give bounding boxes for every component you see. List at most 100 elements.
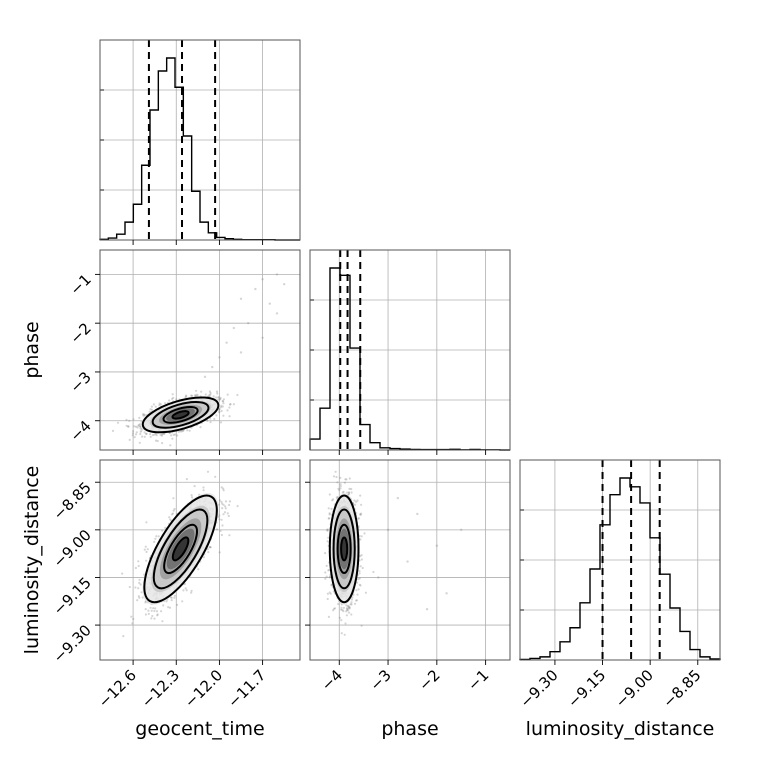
sample-point <box>215 396 218 399</box>
sample-point <box>159 433 162 437</box>
sample-point <box>339 483 342 486</box>
sample-point <box>169 518 172 521</box>
sample-point <box>337 602 340 606</box>
sample-point <box>357 517 361 520</box>
sample-point <box>386 528 390 532</box>
sample-point <box>364 591 367 594</box>
sample-point <box>151 434 154 437</box>
sample-point <box>228 503 231 507</box>
sample-point <box>164 526 167 530</box>
sample-point <box>217 396 220 399</box>
sample-point <box>160 434 164 437</box>
sample-point <box>133 436 136 439</box>
density-shade <box>172 537 189 561</box>
sample-point <box>188 429 191 432</box>
x-axis-label-geocent_time: geocent_time <box>135 718 264 740</box>
histogram-luminosity_distance <box>519 477 721 661</box>
sample-point <box>190 591 193 594</box>
sample-point <box>328 517 331 520</box>
sample-point <box>221 405 224 408</box>
sample-point <box>218 499 221 502</box>
sample-point <box>228 415 231 418</box>
sample-point <box>140 591 143 594</box>
sample-point <box>190 589 193 592</box>
sample-point <box>144 613 147 616</box>
sample-point <box>209 421 212 424</box>
x-tick-label-geocent_time: −11.7 <box>224 666 269 711</box>
sample-point <box>145 550 148 554</box>
sample-point <box>348 607 351 610</box>
sample-point <box>232 326 236 330</box>
sample-point <box>206 419 209 422</box>
sample-point <box>222 400 225 403</box>
sample-point <box>341 608 344 612</box>
sample-point <box>332 607 336 610</box>
sample-point <box>350 603 353 606</box>
sample-point <box>136 599 139 602</box>
sample-point <box>173 433 177 436</box>
sample-point <box>347 606 351 609</box>
sample-point <box>345 610 348 613</box>
sample-point <box>328 576 331 579</box>
contour-line <box>141 396 220 434</box>
sample-point <box>177 430 180 433</box>
sample-point <box>165 600 168 603</box>
sample-point <box>139 583 142 586</box>
sample-point <box>142 414 145 417</box>
sample-point <box>132 430 135 433</box>
sample-point <box>170 599 173 602</box>
sample-point <box>197 568 200 571</box>
sample-point <box>359 513 362 516</box>
sample-point <box>349 603 352 606</box>
sample-point <box>331 499 334 502</box>
sample-point <box>195 389 198 392</box>
sample-point <box>202 489 205 492</box>
sample-point <box>357 578 360 581</box>
sample-point <box>172 433 175 436</box>
sample-point <box>345 614 348 617</box>
contour-line <box>163 523 198 575</box>
sample-point <box>352 593 355 596</box>
sample-point <box>335 475 338 479</box>
sample-point <box>158 402 161 405</box>
sample-point <box>206 470 210 473</box>
sample-point <box>222 487 225 490</box>
sample-point <box>218 518 221 521</box>
sample-point <box>416 512 419 516</box>
sample-point <box>172 396 175 399</box>
sample-point <box>212 395 215 398</box>
sample-point <box>168 516 171 519</box>
sample-point <box>185 395 188 398</box>
sample-point <box>350 613 353 616</box>
sample-point <box>209 391 212 395</box>
sample-point <box>326 597 329 601</box>
sample-point <box>161 442 164 445</box>
sample-point <box>162 432 165 435</box>
sample-point <box>143 413 146 416</box>
sample-point <box>139 425 142 428</box>
sample-point <box>219 397 222 401</box>
sample-point <box>164 402 167 405</box>
sample-point <box>359 584 362 587</box>
sample-point <box>345 607 348 610</box>
sample-point <box>221 400 224 403</box>
sample-point <box>131 622 134 625</box>
sample-point <box>134 586 137 589</box>
sample-point <box>155 610 159 613</box>
sample-point <box>147 612 150 616</box>
sample-point <box>340 632 343 635</box>
sample-point <box>218 551 221 554</box>
sample-point <box>342 490 345 493</box>
sample-point <box>150 617 153 620</box>
sample-point <box>137 595 140 598</box>
sample-point <box>194 394 197 397</box>
sample-point <box>172 497 175 500</box>
y-tick-label-luminosity_distance: −9.00 <box>50 526 95 571</box>
sample-point <box>139 423 142 426</box>
sample-point <box>219 529 222 533</box>
sample-point <box>340 619 343 622</box>
sample-point <box>222 513 225 516</box>
sample-point <box>185 478 188 481</box>
sample-point <box>153 609 156 613</box>
sample-point <box>348 487 351 490</box>
